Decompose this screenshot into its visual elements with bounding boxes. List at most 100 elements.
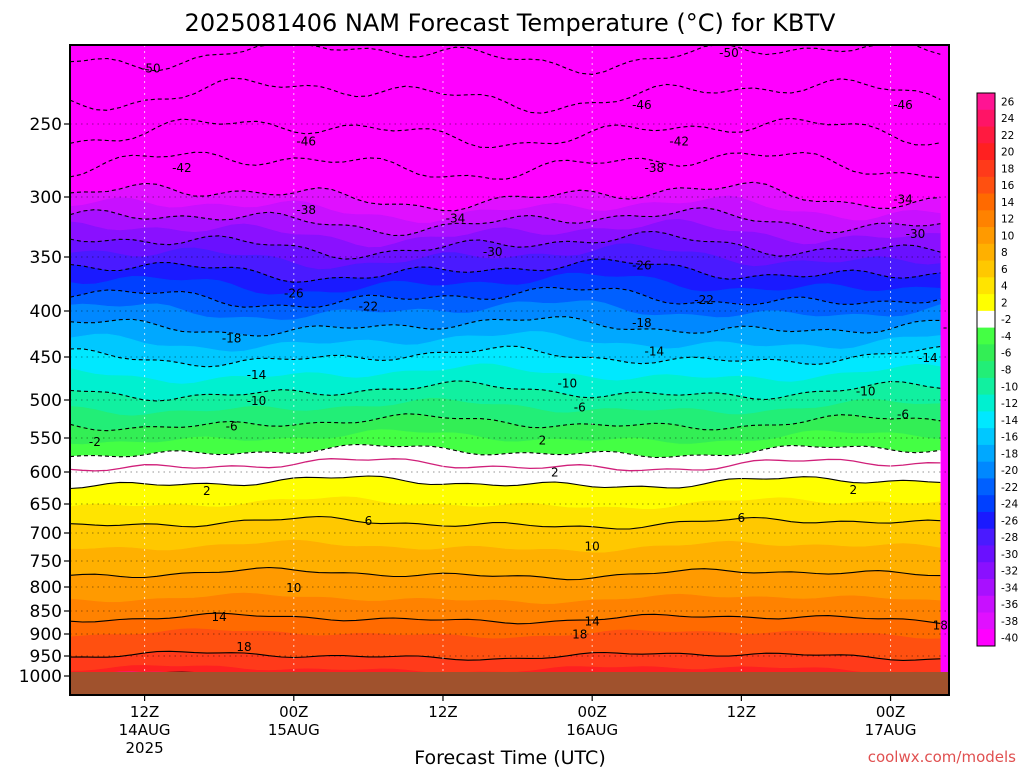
colorbar-swatch — [977, 545, 995, 563]
colorbar-label: -14 — [1001, 415, 1018, 427]
freezing-line — [70, 458, 941, 472]
isotherm-line — [70, 258, 941, 283]
colorbar-label: -20 — [1001, 465, 1018, 477]
y-tick-label: 750 — [30, 552, 62, 572]
contour-label: -14 — [247, 368, 267, 382]
colorbar-swatch — [977, 227, 995, 245]
contour-label: 14 — [212, 610, 227, 624]
isotherm-line — [70, 77, 941, 114]
isotherm-line — [70, 286, 941, 308]
x-tick-label: 17AUG — [865, 721, 917, 739]
colorbar-label: -18 — [1001, 448, 1018, 460]
colorbar-label: 10 — [1001, 230, 1014, 242]
contour-label: 2 — [539, 434, 547, 448]
contour-label: -2 — [89, 435, 101, 449]
colorbar-swatch — [977, 562, 995, 580]
contour-label: -46 — [296, 135, 316, 149]
colorbar-swatch — [977, 277, 995, 295]
contour-label: -26 — [955, 262, 975, 276]
y-tick-label: 300 — [30, 188, 62, 208]
colorbar-label: 18 — [1001, 163, 1014, 175]
contour-label: -6 — [897, 407, 909, 421]
plot-area: -50-50-50-46-46-46-42-42-42-38-38-38-34-… — [70, 45, 988, 695]
colorbar-swatch — [977, 210, 995, 228]
colorbar-label: -26 — [1001, 515, 1018, 527]
x-tick-label: 00Z — [279, 703, 308, 721]
contour-label: -50 — [719, 46, 739, 60]
y-axis: 250 300 350 400 450 500 550 600 650 700 750 800 850 9… — [19, 115, 70, 687]
contour-label: -10 — [856, 384, 876, 398]
colorbar-swatch — [977, 461, 995, 479]
colorbar-label: -36 — [1001, 599, 1018, 611]
colorbar-swatch — [977, 243, 995, 261]
contour-label: -38 — [296, 203, 316, 217]
colorbar-swatch — [977, 344, 995, 362]
x-tick-label: 12Z — [130, 703, 159, 721]
colorbar-label: -8 — [1001, 365, 1011, 377]
contour-label: 18 — [933, 619, 948, 633]
contour-label: 18 — [236, 640, 251, 654]
colorbar-label: 4 — [1001, 281, 1008, 293]
colorbar-swatch — [977, 394, 995, 412]
credit-link[interactable]: coolwx.com/models — [868, 748, 1016, 766]
contour-label: -46 — [893, 98, 913, 112]
colorbar-swatch — [977, 327, 995, 345]
contour-label: 6 — [738, 511, 746, 525]
colorbar-label: -38 — [1001, 616, 1018, 628]
x-tick-label: 16AUG — [566, 721, 618, 739]
isotherm-line — [70, 151, 941, 180]
y-tick-label: 450 — [30, 348, 62, 368]
colorbar-label: -32 — [1001, 566, 1018, 578]
colorbar-label: 2 — [1001, 298, 1008, 310]
colorbar-swatch — [977, 160, 995, 178]
contour-label: -10 — [558, 377, 578, 391]
colorbar-swatch — [977, 377, 995, 396]
contour-label: 18 — [572, 627, 587, 641]
isotherm-line — [70, 181, 941, 212]
colorbar-label: -16 — [1001, 432, 1018, 444]
colorbar-swatch — [977, 143, 995, 161]
isotherm-line — [70, 230, 941, 260]
x-tick-label: 00Z — [876, 703, 905, 721]
y-tick-label: 900 — [30, 625, 62, 645]
colorbar-swatch — [977, 193, 995, 211]
colorbar-swatch — [977, 361, 995, 379]
colorbar-swatch — [977, 294, 995, 312]
colorbar-label: -34 — [1001, 582, 1018, 594]
colorbar-swatch — [977, 578, 995, 597]
contour-label: -14 — [645, 344, 665, 358]
contour-label: -38 — [645, 161, 665, 175]
contour-label: 10 — [958, 570, 973, 584]
contour-label: -14 — [918, 351, 938, 365]
x-tick-label: 15AUG — [268, 721, 320, 739]
x-tick-label: 14AUG — [119, 721, 171, 739]
contour-label: -34 — [893, 192, 913, 206]
contour-label: -30 — [483, 245, 503, 259]
y-tick-label: 400 — [30, 302, 62, 322]
contour-label: -6 — [574, 401, 586, 415]
isotherm-line — [70, 612, 941, 625]
chart-title: 2025081406 NAM Forecast Temperature (°C)… — [185, 9, 836, 37]
colorbar-swatch — [977, 176, 995, 194]
y-tick-label: 1000 — [19, 667, 62, 687]
x-tick-label: 12Z — [727, 703, 756, 721]
isotherm-line — [70, 413, 941, 432]
colorbar-label: 26 — [1001, 96, 1015, 108]
colorbar-label: -12 — [1001, 398, 1018, 410]
colorbar-label: -6 — [1001, 348, 1012, 360]
colorbar-label: 12 — [1001, 214, 1014, 226]
y-tick-label: 800 — [30, 578, 62, 598]
contour-label: -42 — [669, 135, 689, 149]
colorbar-label: -24 — [1001, 499, 1018, 511]
contour-label: -18 — [222, 332, 242, 346]
contour-labels: -50-50-50-46-46-46-42-42-42-38-38-38-34-… — [89, 46, 988, 654]
colorbar: 26 24 22 20 18 16 14 12 10 8 6 4 2 -2 -4 -6 -8 -10 -12 -14 -… — [976, 92, 1018, 647]
colorbar-label: 8 — [1001, 247, 1008, 259]
contour-label: -50 — [968, 49, 988, 63]
isotherm-line — [70, 566, 941, 581]
colorbar-label: 6 — [1001, 264, 1008, 276]
colorbar-swatch — [977, 495, 995, 513]
colorbar-label: 14 — [1001, 197, 1015, 209]
